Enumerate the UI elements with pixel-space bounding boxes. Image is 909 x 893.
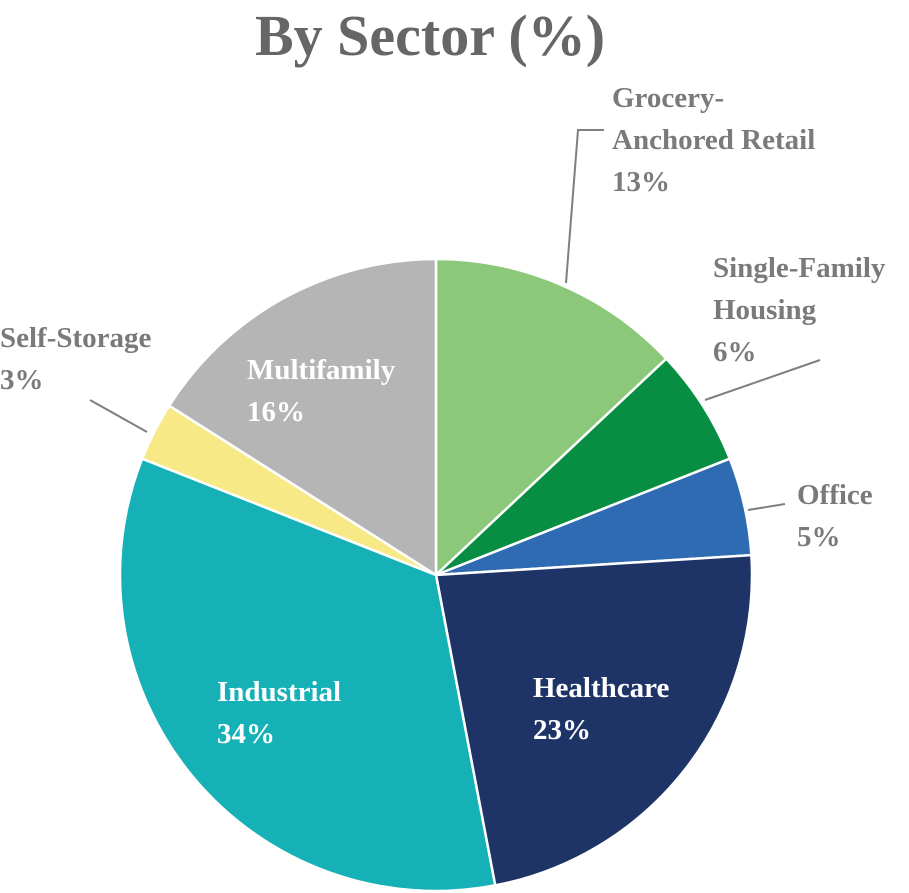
slice-label-single-family-housing: Single-Family Housing 6% — [713, 252, 886, 368]
leader-line-office — [747, 503, 786, 511]
leader-line-self-storage — [89, 399, 148, 433]
slice-label-office: Office 5% — [797, 479, 873, 553]
pie-slice-industrial — [118, 457, 497, 893]
pie-slice-grocery-anchored-retail — [434, 257, 669, 578]
pie-slice-healthcare — [434, 553, 754, 887]
leader-line-grocery-anchored-retail — [565, 129, 604, 284]
slice-label-self-storage: Self-Storage 3% — [0, 322, 152, 396]
slice-label-industrial: Industrial 34% — [217, 676, 341, 750]
slice-label-multifamily: Multifamily 16% — [247, 354, 396, 428]
pie-slice-single-family-housing — [435, 356, 732, 577]
slice-label-grocery-anchored-retail: Grocery-Anchored Retail 13% — [612, 82, 815, 198]
pie-slice-multifamily — [167, 257, 438, 578]
slice-label-healthcare: Healthcare 23% — [533, 672, 669, 746]
chart-title: By Sector (%) — [254, 3, 606, 68]
leader-line-single-family-housing — [704, 359, 821, 401]
